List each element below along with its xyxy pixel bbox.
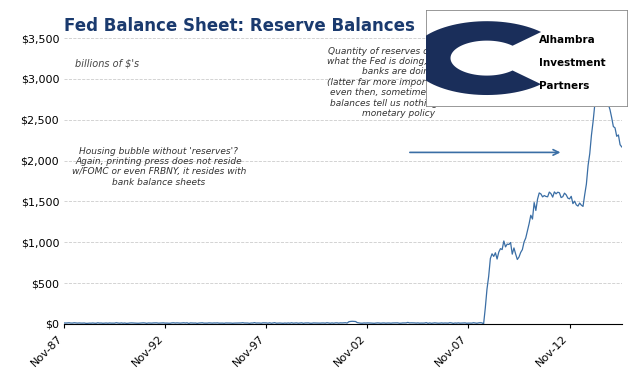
Text: Partners: Partners [539, 82, 590, 91]
FancyBboxPatch shape [426, 10, 628, 107]
Text: billions of $'s: billions of $'s [75, 58, 139, 68]
Polygon shape [410, 21, 541, 95]
Text: Quantity of reserves only imply
what the Fed is doing, not what
banks are doing
: Quantity of reserves only imply what the… [327, 47, 470, 118]
Text: Housing bubble without 'reserves'?
Again, printing press does not reside
w/FOMC : Housing bubble without 'reserves'? Again… [72, 147, 246, 187]
Text: Investment: Investment [539, 58, 606, 68]
Text: Fed Balance Sheet: Reserve Balances: Fed Balance Sheet: Reserve Balances [64, 17, 415, 35]
Text: Alhambra: Alhambra [539, 35, 596, 45]
